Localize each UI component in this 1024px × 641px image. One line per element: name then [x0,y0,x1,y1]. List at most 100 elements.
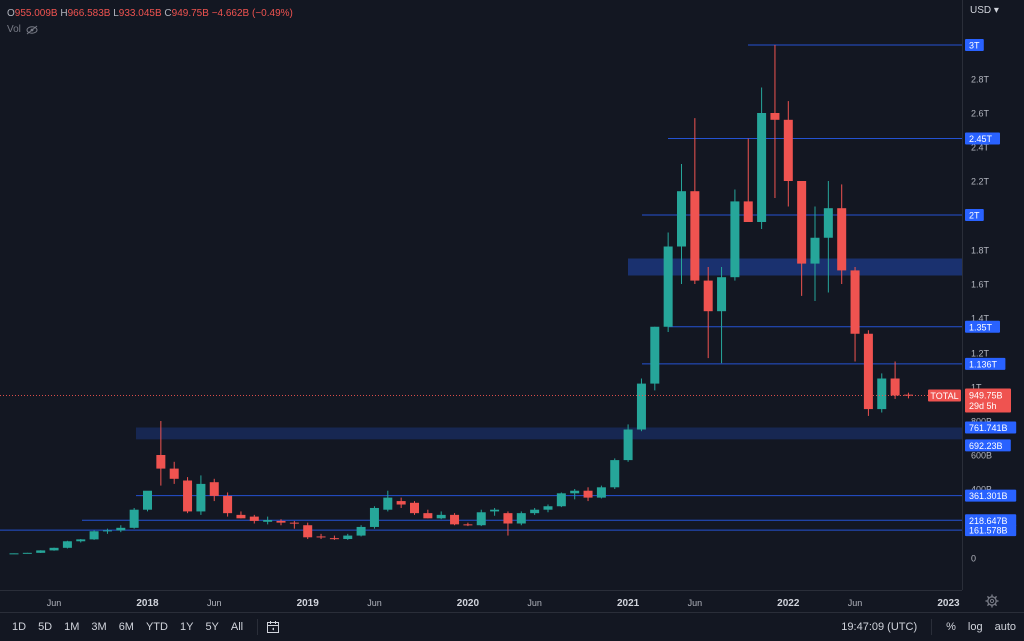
candle-body[interactable] [303,525,313,538]
candle-body[interactable] [156,455,166,469]
candle-body[interactable] [263,520,273,522]
currency-selector[interactable]: USD ▾ [970,5,999,16]
candle-body[interactable] [490,509,500,512]
candle-body[interactable] [410,502,419,514]
candle-body[interactable] [757,113,767,222]
percent-scale-toggle[interactable]: % [946,621,956,633]
range-button-all[interactable]: All [230,621,244,633]
candle-body[interactable] [36,550,46,553]
candle-body[interactable] [249,516,259,521]
candle-body[interactable] [770,113,780,120]
candle-body[interactable] [530,509,540,514]
candle-body[interactable] [743,201,753,222]
candle-body[interactable] [329,538,339,540]
candle-body[interactable] [556,493,566,507]
candle-body[interactable] [356,526,366,536]
candle-body[interactable] [703,280,713,312]
eye-hidden-icon[interactable] [26,25,38,35]
price-tick-label: 2.8T [971,75,990,85]
range-button-1y[interactable]: 1Y [179,621,194,633]
price-axis[interactable]: 3T 2.8T 2.6T 2.4T 2.2T 2T 1.8T 1.6T 1.4T 1.2T 1T 80… [962,0,1024,590]
volume-legend[interactable]: Vol [7,24,38,35]
candle-body[interactable] [543,506,553,510]
supply-demand-zone[interactable] [136,427,962,440]
candle-body[interactable] [196,483,206,512]
candle-body[interactable] [209,482,219,496]
candle-body[interactable] [623,429,633,461]
candle-body[interactable] [276,520,286,523]
log-scale-toggle[interactable]: log [967,621,983,633]
candle-body[interactable] [570,490,580,494]
candle-body[interactable] [583,490,593,498]
candle-body[interactable] [863,333,873,410]
candle-body[interactable] [9,553,19,555]
current-price-tag: 949.75B [969,391,1003,401]
candle-body[interactable] [650,326,660,384]
time-tick-label: Jun [688,598,703,608]
candle-body[interactable] [903,394,913,396]
calendar-goto-icon[interactable] [266,620,280,634]
candle-body[interactable] [503,513,513,524]
candle-body[interactable] [169,468,179,479]
candle-body[interactable] [463,524,473,526]
candle-body[interactable] [636,383,646,430]
candle-body[interactable] [436,514,446,519]
chart-plot-area[interactable]: TOTAL O955.009B H966.583B L933.045B C949… [0,0,962,590]
candle-body[interactable] [850,270,860,334]
candle-body[interactable] [236,514,246,519]
candle-body[interactable] [22,552,32,554]
candle-body[interactable] [369,507,379,527]
candlestick-chart[interactable]: TOTAL [0,0,962,590]
range-button-ytd[interactable]: YTD [145,621,168,633]
clock-timezone[interactable]: 19:47:09 (UTC) [841,621,918,633]
range-button-1m[interactable]: 1M [64,621,80,633]
candle-body[interactable] [289,522,299,524]
candle-body[interactable] [423,513,433,519]
candle-body[interactable] [62,541,72,548]
candle-body[interactable] [343,535,353,540]
candle-body[interactable] [837,208,847,271]
candle-body[interactable] [610,460,620,488]
candle-body[interactable] [223,495,233,514]
candle-body[interactable] [690,191,700,281]
candle-body[interactable] [49,547,59,551]
candle-body[interactable] [516,513,526,524]
candle-body[interactable] [783,119,793,181]
supply-demand-zone[interactable] [628,258,962,276]
candle-body[interactable] [76,539,86,542]
time-axis[interactable]: Jun 2018 Jun 2019 Jun 2020 Jun 2021 Jun 2022 Jun 20… [0,590,962,613]
candle-body[interactable] [877,378,887,410]
range-button-1d[interactable]: 1D [12,621,27,633]
level-price-tag-bg [965,39,984,51]
candle-body[interactable] [717,277,727,312]
candle-body[interactable] [797,181,807,264]
range-button-3m[interactable]: 3M [91,621,107,633]
candle-body[interactable] [810,237,820,264]
candle-body[interactable] [383,497,393,510]
range-button-6m[interactable]: 6M [118,621,134,633]
time-tick-label: Jun [848,598,863,608]
candle-body[interactable] [663,246,673,327]
time-tick-label: 2019 [297,598,320,609]
symbol-tag: TOTAL [930,391,958,401]
candle-body[interactable] [116,527,126,531]
candle-body[interactable] [730,201,740,278]
candle-body[interactable] [823,208,833,238]
candle-body[interactable] [677,191,686,247]
open-value: 955.009B [14,8,58,19]
range-button-5d[interactable]: 5D [38,621,53,633]
candle-body[interactable] [129,509,139,528]
candle-body[interactable] [89,531,99,540]
candle-body[interactable] [143,490,152,510]
candle-body[interactable] [396,501,406,505]
gear-icon[interactable] [985,594,999,608]
candle-body[interactable] [102,530,112,532]
auto-scale-toggle[interactable]: auto [994,621,1016,633]
range-button-5y[interactable]: 5Y [205,621,219,633]
candle-body[interactable] [596,487,606,498]
candle-body[interactable] [476,512,486,526]
candle-body[interactable] [183,480,193,512]
candle-body[interactable] [316,536,326,538]
candle-body[interactable] [450,514,460,525]
candle-body[interactable] [890,378,900,396]
